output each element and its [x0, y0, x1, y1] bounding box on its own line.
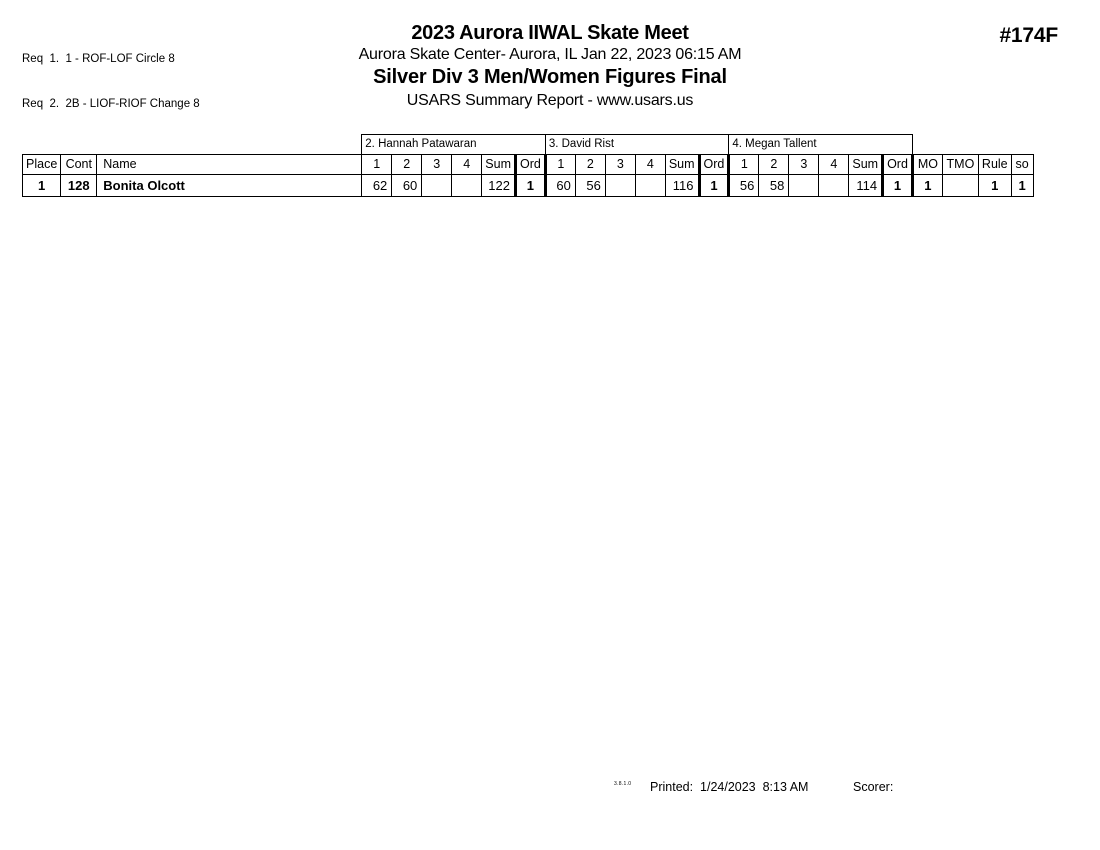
- header-judge3-figure-3: 3: [604, 154, 636, 175]
- software-version: 3.8.1.0: [614, 781, 632, 787]
- cell-judge2-figure-4: [451, 174, 483, 197]
- column-header-row: Place Cont Name 1 2 3 4 Sum Ord 1 2 3 4 …: [21, 154, 1034, 175]
- judge-header-3: 3. David Rist: [544, 134, 730, 155]
- header-judge3-figure-4: 4: [634, 154, 666, 175]
- cell-judge2-figure-2: 60: [391, 174, 423, 197]
- event-title: Silver Div 3 Men/Women Figures Final: [373, 66, 727, 88]
- header-judge2-figure-4: 4: [451, 154, 483, 175]
- header-mo: MO: [911, 154, 943, 175]
- cell-judge3-ord: 1: [697, 174, 731, 197]
- cell-name: Bonita Olcott: [96, 174, 363, 197]
- header-judge3-figure-2: 2: [574, 154, 606, 175]
- header-cont: Cont: [60, 154, 98, 175]
- header-judge4-figure-3: 3: [788, 154, 820, 175]
- cell-judge3-figure-4: [634, 174, 666, 197]
- cell-judge3-figure-3: [604, 174, 636, 197]
- report-line: USARS Summary Report - www.usars.us: [406, 92, 694, 109]
- cell-judge2-figure-1: 62: [361, 174, 393, 197]
- header-judge4-sum: Sum: [848, 154, 884, 175]
- meet-title: 2023 Aurora IIWAL Skate Meet: [411, 22, 689, 44]
- header-place: Place: [21, 154, 62, 175]
- header-judge4-figure-1: 1: [728, 154, 760, 175]
- header-judge2-figure-3: 3: [421, 154, 453, 175]
- report-header: 2023 Aurora IIWAL Skate Meet Aurora Skat…: [0, 22, 1100, 112]
- report-footer: 3.8.1.0 Printed: 1/24/2023 8:13 AM Score…: [0, 779, 1100, 799]
- results-table: 2. Hannah Patawaran 3. David Rist 4. Meg…: [21, 134, 1034, 197]
- cell-judge3-figure-1: 60: [544, 174, 576, 197]
- header-judge4-figure-4: 4: [818, 154, 850, 175]
- judge-row-spacer-left: [23, 135, 362, 155]
- cell-cont: 128: [60, 174, 98, 197]
- cell-place: 1: [21, 174, 62, 197]
- cell-tmo: [941, 174, 979, 197]
- cell-mo: 1: [911, 174, 943, 197]
- cell-judge4-figure-4: [818, 174, 850, 197]
- cell-judge4-ord: 1: [881, 174, 914, 197]
- header-judge3-figure-1: 1: [544, 154, 576, 175]
- cell-judge2-figure-3: [421, 174, 453, 197]
- judge-header-4: 4. Megan Tallent: [728, 134, 913, 155]
- table-row[interactable]: 1 128 Bonita Olcott 62 60 122 1 60 56 11…: [21, 174, 1034, 197]
- cell-judge3-sum: 116: [664, 174, 700, 197]
- cell-judge2-ord: 1: [513, 174, 547, 197]
- requirement-line-1: Req 1. 1 - ROF-LOF Circle 8: [22, 53, 175, 65]
- printed-timestamp: Printed: 1/24/2023 8:13 AM: [650, 780, 809, 794]
- requirement-line-2: Req 2. 2B - LIOF-RIOF Change 8: [22, 98, 200, 110]
- header-rule: Rule: [977, 154, 1012, 175]
- header-judge3-ord: Ord: [697, 154, 731, 175]
- cell-judge4-figure-3: [788, 174, 820, 197]
- scorer-label: Scorer:: [853, 780, 894, 794]
- header-judge3-sum: Sum: [664, 154, 700, 175]
- cell-judge3-figure-2: 56: [574, 174, 606, 197]
- header-judge2-figure-2: 2: [391, 154, 423, 175]
- judge-header-2: 2. Hannah Patawaran: [361, 134, 546, 155]
- cell-judge2-sum: 122: [481, 174, 516, 197]
- header-judge4-figure-2: 2: [758, 154, 790, 175]
- header-judge2-sum: Sum: [481, 154, 516, 175]
- header-judge2-figure-1: 1: [361, 154, 393, 175]
- event-number: #174F: [999, 24, 1058, 47]
- cell-so: 1: [1010, 174, 1034, 197]
- header-tmo: TMO: [941, 154, 979, 175]
- cell-judge4-figure-2: 58: [758, 174, 790, 197]
- venue-line: Aurora Skate Center- Aurora, IL Jan 22, …: [358, 46, 742, 63]
- cell-rule: 1: [977, 174, 1012, 197]
- header-name: Name: [96, 154, 363, 175]
- judge-group-row: 2. Hannah Patawaran 3. David Rist 4. Meg…: [23, 134, 1034, 155]
- header-so: so: [1010, 154, 1034, 175]
- results-table-container: 2. Hannah Patawaran 3. David Rist 4. Meg…: [21, 134, 1034, 197]
- header-judge4-ord: Ord: [881, 154, 914, 175]
- requirements-block: Req 1. 1 - ROF-LOF Circle 8 Req 2. 2B - …: [22, 22, 200, 127]
- cell-judge4-figure-1: 56: [728, 174, 760, 197]
- cell-judge4-sum: 114: [848, 174, 884, 197]
- header-judge2-ord: Ord: [513, 154, 547, 175]
- judge-row-spacer-right: [912, 135, 1033, 155]
